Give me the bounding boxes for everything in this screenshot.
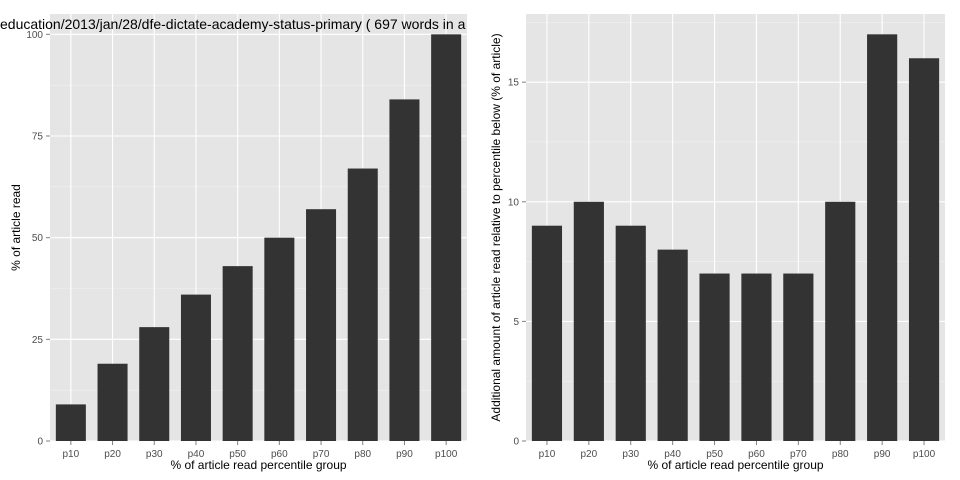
- bar-p20: [97, 363, 128, 441]
- bar-p10: [55, 404, 86, 441]
- bar-p50: [699, 273, 730, 441]
- bar-p10: [531, 225, 563, 441]
- bar-p90: [389, 99, 420, 442]
- bar-p100: [908, 58, 940, 441]
- x-tick-label: p80: [832, 449, 849, 460]
- x-tick-label: p50: [229, 449, 246, 460]
- x-tick-label: p70: [313, 449, 330, 460]
- x-axis-title: % of article read percentile group: [647, 458, 823, 472]
- bar-p70: [306, 209, 337, 441]
- bar-p30: [615, 225, 646, 441]
- bar-p80: [347, 168, 378, 442]
- bar-p90: [867, 34, 898, 441]
- x-tick-label: p10: [63, 449, 80, 460]
- x-tick-label: p50: [706, 449, 723, 460]
- y-tick-label: 0: [37, 437, 43, 448]
- x-tick-label: p60: [748, 449, 765, 460]
- y-tick-label: 15: [508, 78, 520, 89]
- y-tick-label: 75: [32, 132, 44, 143]
- bar-p70: [783, 273, 814, 441]
- x-tick-label: p100: [435, 449, 458, 460]
- x-tick-label: p20: [104, 449, 121, 460]
- x-tick-label: p30: [146, 449, 163, 460]
- x-tick-label: p80: [354, 449, 371, 460]
- x-tick-label: p100: [913, 449, 936, 460]
- bar-p20: [573, 201, 604, 441]
- bar-p80: [825, 201, 856, 441]
- x-axis-title: % of article read percentile group: [170, 458, 346, 472]
- x-tick-label: p60: [271, 449, 288, 460]
- bar-p60: [264, 237, 295, 441]
- y-tick-label: 10: [508, 197, 520, 208]
- y-tick-label: 100: [26, 30, 43, 41]
- chart-title: education/2013/jan/28/dfe-dictate-academ…: [0, 16, 466, 32]
- x-tick-label: p70: [790, 449, 807, 460]
- x-tick-label: p40: [664, 449, 681, 460]
- bar-p30: [139, 327, 170, 441]
- bar-p50: [222, 266, 253, 441]
- bar-p40: [657, 249, 688, 441]
- y-tick-label: 25: [32, 335, 44, 346]
- y-tick-label: 50: [32, 233, 44, 244]
- y-axis-title: Additional amount of article read relati…: [489, 33, 503, 421]
- x-tick-label: p90: [396, 449, 413, 460]
- bar-p40: [180, 294, 211, 441]
- bar-p60: [741, 273, 772, 441]
- x-tick-label: p20: [581, 449, 598, 460]
- chart-panel-2: 0 5 10 15 p10 p20 p30 p40 p50 p60 p70 p80 p90 p100 % o…: [489, 14, 945, 472]
- y-tick-label: 5: [513, 317, 519, 328]
- y-axis-title: % of article read: [9, 184, 23, 271]
- x-tick-label: p10: [539, 449, 556, 460]
- x-tick-label: p90: [874, 449, 891, 460]
- x-tick-label: p30: [622, 449, 639, 460]
- x-tick-label: p40: [188, 449, 205, 460]
- y-tick-label: 0: [513, 437, 519, 448]
- bar-p100: [431, 34, 462, 441]
- chart-panel-1: 0 25 50 75 100 p10 p20 p30 p40 p50 p60 p70 p80 p90 p10…: [0, 14, 467, 472]
